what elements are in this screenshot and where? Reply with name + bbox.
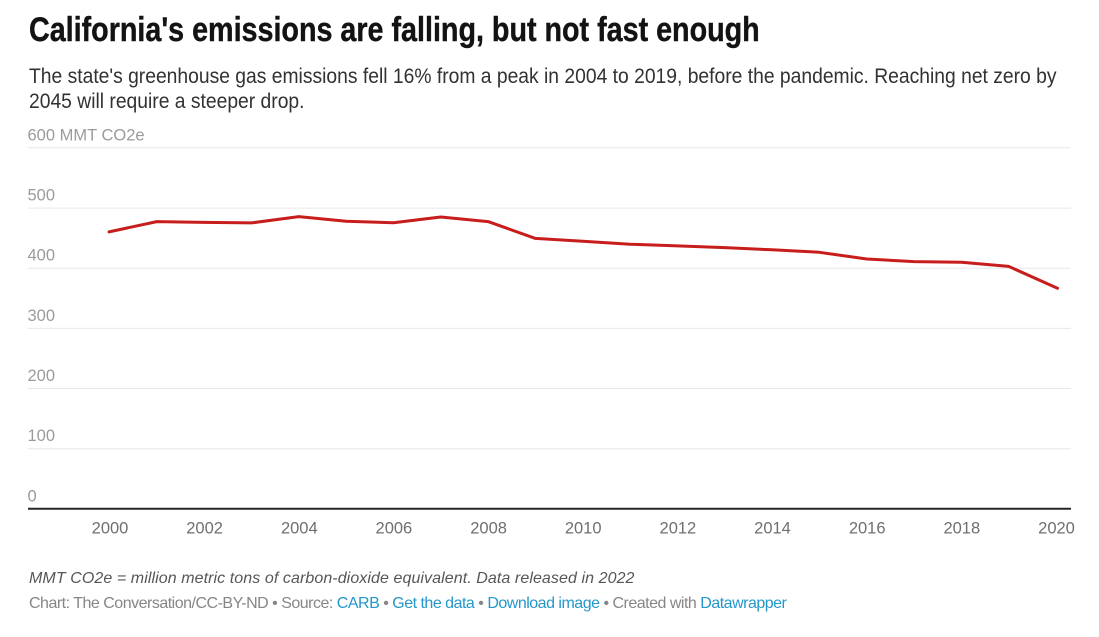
svg-text:600 MMT CO2e: 600 MMT CO2e (28, 126, 145, 144)
svg-text:200: 200 (28, 367, 56, 385)
svg-text:2012: 2012 (660, 520, 697, 538)
svg-text:300: 300 (28, 307, 56, 325)
svg-text:2016: 2016 (849, 520, 886, 538)
svg-text:2018: 2018 (943, 520, 980, 538)
svg-text:2006: 2006 (376, 520, 413, 538)
svg-text:2008: 2008 (470, 520, 507, 538)
svg-text:500: 500 (28, 187, 56, 205)
svg-text:2000: 2000 (92, 520, 129, 538)
svg-text:0: 0 (28, 487, 37, 505)
svg-text:2004: 2004 (281, 520, 318, 538)
svg-text:2002: 2002 (186, 520, 223, 538)
svg-text:2020: 2020 (1038, 520, 1075, 538)
svg-text:100: 100 (28, 427, 56, 445)
svg-text:400: 400 (28, 247, 56, 265)
svg-text:2014: 2014 (754, 520, 791, 538)
svg-text:2010: 2010 (565, 520, 602, 538)
